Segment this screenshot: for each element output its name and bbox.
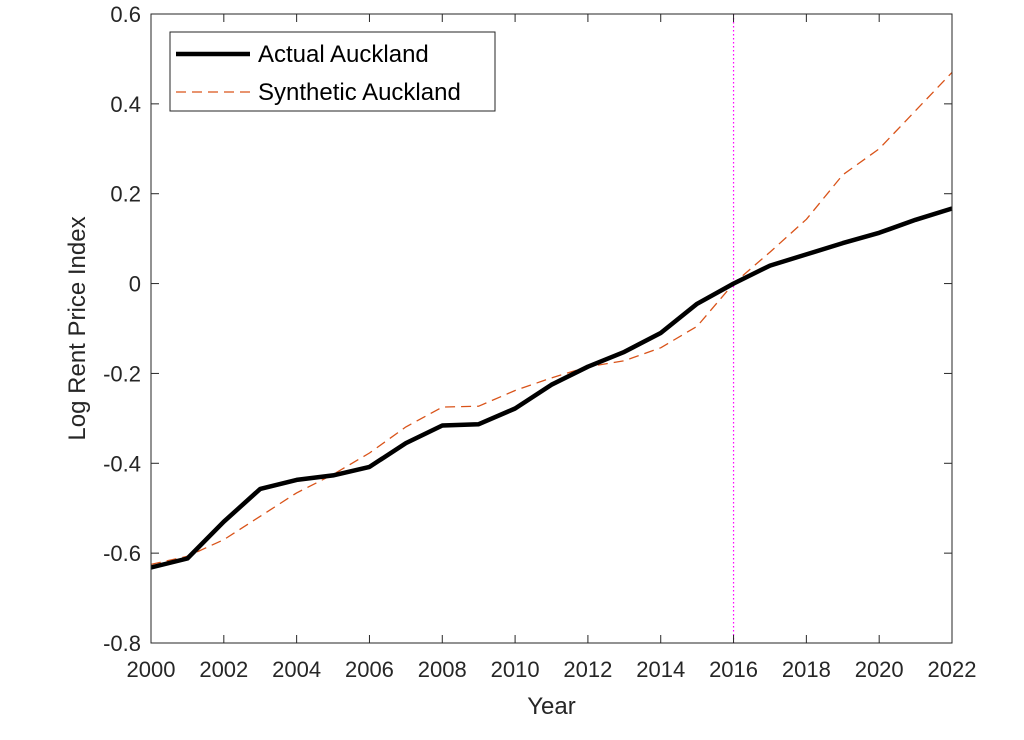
y-tick-label: -0.2 (103, 361, 141, 386)
axes-layer: 2000 2002 2004 2006 2008 2010 2012 2014 2016 2018… (103, 2, 976, 682)
x-tick-label: 2002 (199, 657, 248, 682)
x-tick-label: 2020 (855, 657, 904, 682)
x-tick-label: 2018 (782, 657, 831, 682)
legend-box (169, 31, 496, 112)
x-tick-label: 2010 (491, 657, 540, 682)
y-tick-label: 0.4 (110, 92, 141, 117)
legend-label-actual-auckland: Actual Auckland (258, 41, 429, 68)
plot-area (151, 14, 952, 643)
x-tick-label: 2014 (636, 657, 685, 682)
x-tick-label: 2000 (127, 657, 176, 682)
y-tick-label: 0.6 (110, 2, 141, 27)
x-tick-label: 2022 (928, 657, 977, 682)
x-tick-label: 2006 (345, 657, 394, 682)
x-tick-label: 2012 (563, 657, 612, 682)
x-tick-label: 2008 (418, 657, 467, 682)
y-tick-label: 0 (129, 272, 141, 297)
y-tick-label: -0.8 (103, 631, 141, 656)
y-tick-label: -0.4 (103, 451, 141, 476)
y-axis-title: Log Rent Price Index (64, 216, 91, 440)
x-axis-title: Year (527, 693, 576, 720)
legend-label-synthetic-auckland: Synthetic Auckland (258, 79, 461, 106)
series-line-actual-auckland (150, 206, 953, 570)
y-tick-label: -0.6 (103, 541, 141, 566)
legend: Actual Auckland Synthetic Auckland (169, 31, 496, 112)
x-tick-label: 2016 (709, 657, 758, 682)
series-line-synthetic-auckland (150, 71, 953, 566)
y-tick-label: 0.2 (110, 182, 141, 207)
series-layer (150, 14, 953, 643)
x-tick-label: 2004 (272, 657, 321, 682)
axes-box (150, 13, 953, 644)
